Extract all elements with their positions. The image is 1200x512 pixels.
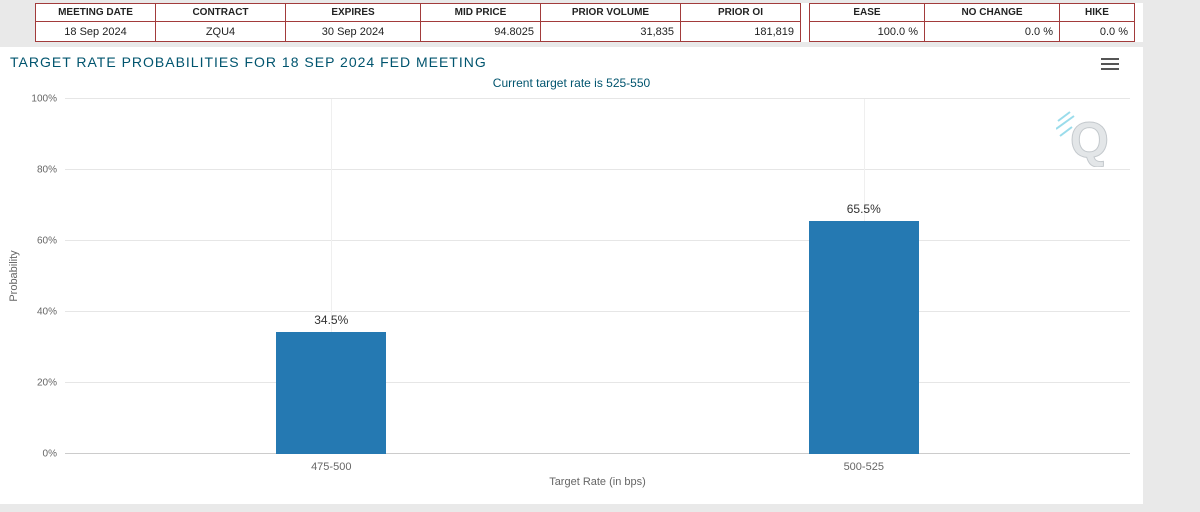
summary-tables-row: MEETING DATE CONTRACT EXPIRES MID PRICE … (0, 0, 1200, 42)
contract-table: MEETING DATE CONTRACT EXPIRES MID PRICE … (35, 3, 801, 42)
tables-wrap: MEETING DATE CONTRACT EXPIRES MID PRICE … (35, 3, 1143, 42)
y-tick-label: 40% (36, 306, 57, 318)
cell-expires: 30 Sep 2024 (285, 21, 421, 42)
cell-contract: ZQU4 (155, 21, 286, 42)
probability-bar[interactable] (808, 221, 919, 454)
column-header-contract: CONTRACT (155, 3, 286, 22)
svg-text:Q: Q (1070, 112, 1109, 167)
chart-title: TARGET RATE PROBABILITIES FOR 18 SEP 202… (10, 54, 487, 70)
y-axis-title: Probability (8, 249, 20, 302)
x-axis-title: Target Rate (in bps) (549, 476, 646, 488)
rate-move-table: EASE NO CHANGE HIKE 100.0 % 0.0 % 0.0 % (809, 3, 1135, 42)
bar-data-label: 65.5% (846, 202, 881, 217)
probability-bar[interactable] (276, 331, 387, 454)
chart-subtitle: Current target rate is 525-550 (492, 76, 651, 90)
y-tick-label: 0% (42, 448, 57, 460)
quikstrike-q-watermark-icon: Q (1055, 107, 1116, 172)
x-tick-label: 500-525 (843, 461, 884, 473)
y-gridline (65, 311, 1130, 312)
cell-mid-price: 94.8025 (420, 21, 541, 42)
column-header-hike: HIKE (1059, 3, 1135, 22)
x-gridline (331, 99, 333, 454)
y-tick-label: 60% (36, 235, 57, 247)
y-tick-label: 20% (36, 377, 57, 389)
column-header-ease: EASE (809, 3, 925, 22)
rate-move-value-row: 100.0 % 0.0 % 0.0 % (809, 21, 1135, 42)
x-axis-line (65, 453, 1130, 454)
cell-hike: 0.0 % (1059, 21, 1135, 42)
column-header-mid-price: MID PRICE (420, 3, 541, 22)
hamburger-bar (1101, 63, 1119, 65)
bar-data-label: 34.5% (314, 312, 349, 327)
y-gridline (65, 98, 1130, 99)
column-header-no-change: NO CHANGE (924, 3, 1060, 22)
x-tick-label: 475-500 (311, 461, 352, 473)
column-header-expires: EXPIRES (285, 3, 421, 22)
rate-move-header-row: EASE NO CHANGE HIKE (809, 3, 1135, 22)
y-gridline (65, 169, 1130, 170)
y-tick-label: 100% (31, 93, 57, 105)
plot-area: Q 0% 20% 40% 60% 80% 100% 34.5% 475-500 65.5% 500… (31, 94, 1130, 473)
fedwatch-chart-panel: TARGET RATE PROBABILITIES FOR 18 SEP 202… (0, 47, 1143, 504)
cell-meeting-date: 18 Sep 2024 (35, 21, 156, 42)
hamburger-bar (1101, 58, 1119, 60)
y-gridline (65, 382, 1130, 383)
contract-table-value-row: 18 Sep 2024 ZQU4 30 Sep 2024 94.8025 31,… (35, 21, 801, 42)
y-gridline (65, 240, 1130, 241)
column-header-prior-oi: PRIOR OI (680, 3, 801, 22)
cell-ease: 100.0 % (809, 21, 925, 42)
column-header-prior-volume: PRIOR VOLUME (540, 3, 681, 22)
contract-table-header-row: MEETING DATE CONTRACT EXPIRES MID PRICE … (35, 3, 801, 22)
column-header-meeting-date: MEETING DATE (35, 3, 156, 22)
cell-no-change: 0.0 % (924, 21, 1060, 42)
y-tick-label: 80% (36, 164, 57, 176)
cell-prior-volume: 31,835 (540, 21, 681, 42)
tables-gap (801, 3, 809, 42)
hamburger-bar (1101, 68, 1119, 70)
cell-prior-oi: 181,819 (680, 21, 801, 42)
chart-context-menu-icon[interactable] (1101, 58, 1119, 73)
